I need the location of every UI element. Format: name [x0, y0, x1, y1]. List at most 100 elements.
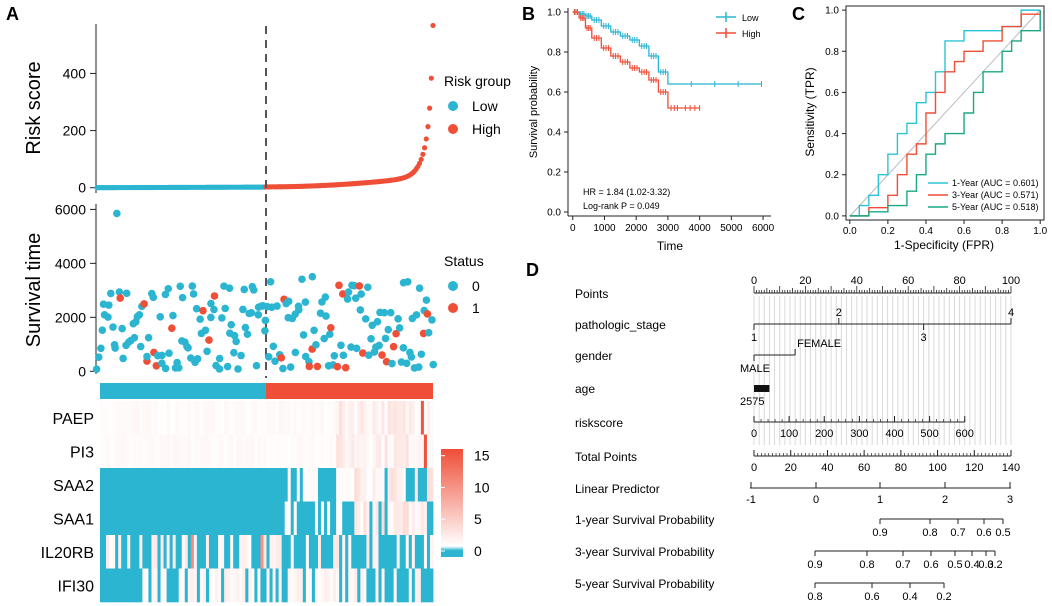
- heatmap-cell: [272, 434, 276, 469]
- heatmap-cell: [324, 568, 328, 603]
- heatmap-cell: [145, 568, 149, 603]
- heatmap-cell: [330, 468, 334, 502]
- heatmap-cell: [296, 468, 301, 502]
- survival-time-point: [218, 314, 226, 322]
- heatmap-cell: [196, 401, 201, 435]
- heatmap-cell: [154, 434, 158, 469]
- heatmap-cell: [330, 568, 334, 603]
- heatmap-cell: [133, 568, 137, 603]
- survival-time-point: [344, 288, 353, 296]
- panel-b-km: 0 1000 2000 3000 4000 5000 6000 0.0 0.2 0.4 0.6 0.8…: [528, 8, 775, 254]
- heatmap-cell: [299, 434, 304, 469]
- heatmap-cell: [121, 501, 125, 536]
- heatmap-cell: [242, 568, 246, 603]
- heatmap-cell: [387, 568, 392, 603]
- heatmap-cell: [354, 501, 358, 536]
- heatmap-cell: [142, 501, 146, 536]
- heatmap-cell: [160, 434, 164, 469]
- a2-legend-status1-marker: [448, 303, 458, 313]
- survival-time-point: [357, 290, 365, 298]
- survival-time-point: [407, 353, 416, 361]
- heatmap-cell: [205, 501, 210, 536]
- survival-time-point: [308, 272, 317, 281]
- heatmap-cell: [181, 568, 186, 603]
- heatmap-cell: [393, 401, 398, 435]
- colorbar-tick-label: 15: [474, 448, 490, 464]
- heatmap-cell: [121, 434, 125, 469]
- heatmap-cell: [423, 535, 428, 569]
- heatmap-cell: [257, 501, 261, 536]
- heatmap-cell: [112, 468, 116, 502]
- heatmap-cell: [239, 568, 243, 603]
- heatmap-cell: [345, 401, 349, 435]
- a1-legend-high-label: High: [472, 121, 501, 137]
- heatmap-cell: [172, 501, 177, 536]
- heatmap-cell: [212, 501, 216, 536]
- heatmap-cell: [112, 568, 116, 603]
- b-ytick-label: 0.8: [547, 48, 561, 59]
- heatmap-cell: [109, 501, 113, 536]
- heatmap-cell: [372, 535, 376, 569]
- heatmap-cell: [118, 468, 122, 502]
- survival-time-point: [221, 304, 229, 313]
- heatmap-cell: [363, 501, 367, 536]
- heatmap-cell: [224, 535, 228, 569]
- heatmap-cell: [363, 434, 367, 469]
- heatmap-cell: [151, 468, 155, 502]
- heatmap-cell: [130, 501, 134, 536]
- heatmap-cell: [275, 501, 280, 536]
- heatmap-cell: [212, 401, 216, 435]
- heatmap-cell: [372, 568, 376, 603]
- survival-time-point: [97, 344, 105, 353]
- heatmap-cell: [230, 434, 234, 469]
- nomogram-tick-label: 0.6: [923, 559, 938, 571]
- heatmap-cell: [293, 501, 298, 536]
- survival-time-point: [149, 293, 158, 302]
- b-xtick-label: 2000: [625, 223, 648, 234]
- a2-legend-title: Status: [444, 253, 484, 269]
- panel-label-c: C: [792, 4, 805, 24]
- heatmap-cell: [296, 568, 301, 603]
- heatmap-cell: [378, 535, 382, 569]
- c-ytick-label: 0.8: [825, 47, 839, 58]
- roc-curve-2: [849, 10, 1041, 217]
- heatmap-cell: [263, 468, 267, 502]
- heatmap-cell: [396, 535, 401, 569]
- heatmap-cell: [369, 568, 373, 603]
- survival-time-point: [203, 347, 211, 356]
- heatmap-cell: [224, 434, 228, 469]
- heatmap-cell: [239, 501, 243, 536]
- heatmap-cell: [245, 468, 249, 502]
- heatmap-cell: [202, 401, 207, 435]
- heatmap-cell: [396, 468, 401, 502]
- heatmap-cell: [290, 434, 295, 469]
- heatmap-cell: [178, 501, 183, 536]
- points-tick-label: 100: [1002, 275, 1020, 287]
- heatmap-cell: [324, 434, 328, 469]
- heatmap-cell: [230, 568, 234, 603]
- nomogram-row-label: Linear Predictor: [575, 482, 660, 496]
- heatmap-cell: [348, 535, 352, 569]
- points-tick-label: 40: [851, 275, 863, 287]
- heatmap-cell: [396, 401, 401, 435]
- survival-time-point: [423, 310, 432, 318]
- heatmap-cell: [187, 468, 192, 502]
- heatmap-cell: [423, 401, 428, 435]
- heatmap-cell: [166, 501, 171, 536]
- heatmap-cell: [100, 535, 104, 569]
- heatmap-cell: [417, 401, 422, 435]
- heatmap-cell: [369, 501, 373, 536]
- heatmap-cell: [148, 535, 152, 569]
- heatmap-cell: [269, 501, 273, 536]
- heatmap-cell: [384, 468, 388, 502]
- heatmap-cell: [311, 568, 316, 603]
- heatmap-cell: [136, 501, 140, 536]
- heatmap-cell: [375, 434, 379, 469]
- nomogram-row-label: age: [575, 382, 595, 396]
- panel-a-survival-time: Survival time 0 2000 4000 6000 Status 0 1: [23, 201, 484, 379]
- heatmap-cell: [112, 501, 116, 536]
- heatmap-cell: [251, 434, 255, 469]
- heatmap-cell: [106, 501, 110, 536]
- heatmap-cell: [314, 568, 319, 603]
